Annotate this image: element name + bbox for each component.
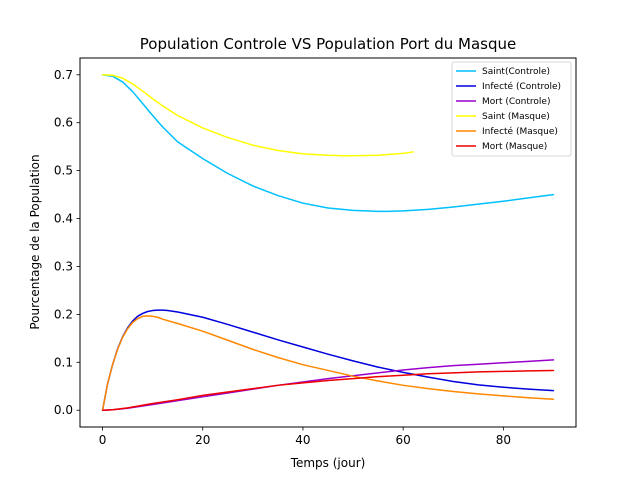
legend-frame — [451, 61, 572, 157]
x-axis: 0 20 40 60 80 — [99, 427, 511, 447]
y-axis-label: Pourcentage de la Population — [28, 154, 42, 329]
legend-label-4: Saint (Masque) — [482, 112, 550, 122]
y-tick-label: 0.7 — [54, 68, 73, 82]
x-tick-label: 0 — [99, 433, 107, 447]
legend-label-1: Saint(Controle) — [482, 67, 550, 77]
series-line-3 — [101, 359, 555, 411]
y-tick-label: 0.2 — [54, 307, 73, 321]
y-tick-label: 0.0 — [54, 403, 73, 417]
y-axis: 0.0 0.1 0.2 0.3 0.4 0.5 0.6 0.7 — [54, 68, 80, 417]
y-tick-label: 0.5 — [54, 164, 73, 178]
x-axis-label: Temps (jour) — [290, 456, 366, 470]
series-line-4 — [101, 74, 414, 157]
series-line-6 — [101, 369, 555, 411]
y-tick-label: 0.3 — [54, 259, 73, 273]
x-tick-label: 20 — [195, 433, 210, 447]
y-tick-label: 0.6 — [54, 116, 73, 130]
series-line-1 — [101, 74, 555, 213]
y-tick-label: 0.4 — [54, 212, 73, 226]
series-line-5 — [101, 315, 555, 411]
plot-frame — [79, 57, 577, 428]
legend-label-6: Mort (Masque) — [482, 142, 547, 152]
series-layer — [101, 74, 555, 411]
legend: Saint(Controle) Infecté (Controle) Mort (C… — [451, 61, 572, 157]
legend-label-5: Infecté (Masque) — [482, 126, 558, 137]
legend-label-2: Infecté (Controle) — [482, 81, 561, 92]
x-tick-label: 40 — [295, 433, 310, 447]
x-tick-label: 80 — [496, 433, 511, 447]
y-tick-label: 0.1 — [54, 355, 73, 369]
legend-label-3: Mort (Controle) — [482, 97, 550, 107]
chart-title: Population Controle VS Population Port d… — [140, 35, 516, 53]
x-tick-label: 60 — [396, 433, 411, 447]
